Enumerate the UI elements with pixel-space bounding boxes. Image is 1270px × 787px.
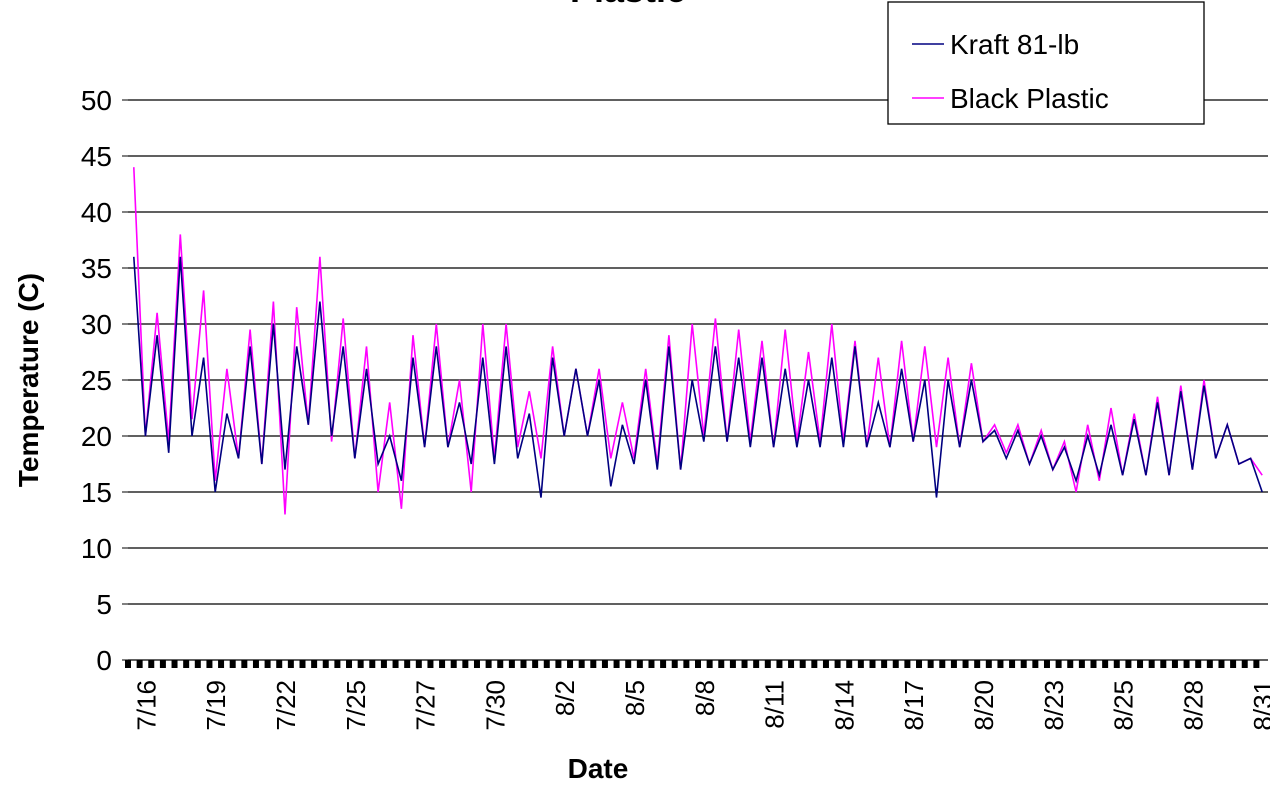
- x-axis-label: Date: [568, 753, 629, 784]
- legend-label: Kraft 81-lb: [950, 29, 1079, 60]
- y-tick-label: 10: [81, 533, 112, 564]
- y-tick-label: 0: [96, 645, 112, 676]
- y-tick-label: 30: [81, 309, 112, 340]
- x-tick-label: 8/11: [760, 680, 790, 729]
- x-tick-label: 8/31: [1248, 680, 1270, 731]
- y-tick-label: 15: [81, 477, 112, 508]
- x-tick-label: 8/14: [829, 680, 859, 731]
- y-tick-label: 35: [81, 253, 112, 284]
- series-line: [133, 256, 1263, 498]
- x-tick-label: 8/8: [690, 680, 720, 716]
- legend-box: [887, 1, 1205, 125]
- x-tick-label: 8/17: [899, 680, 929, 731]
- x-tick-label: 7/30: [480, 680, 510, 731]
- x-tick-label: 8/2: [550, 680, 580, 716]
- x-tick-label: 8/20: [969, 680, 999, 731]
- y-tick-label: 5: [96, 589, 112, 620]
- y-tick-label: 50: [81, 85, 112, 116]
- y-tick-label: 45: [81, 141, 112, 172]
- x-tick-label: 8/28: [1178, 680, 1208, 731]
- x-tick-label: 8/25: [1109, 680, 1139, 731]
- x-tick-label: 7/27: [411, 680, 441, 731]
- chart-title: Plastic: [570, 0, 686, 10]
- x-tick-label: 7/22: [271, 680, 301, 731]
- x-tick-label: 7/19: [201, 680, 231, 731]
- x-tick-label: 8/23: [1039, 680, 1069, 731]
- y-axis-label: Temperature (C): [13, 273, 44, 487]
- series-line: [133, 167, 1263, 515]
- x-tick-label: 7/25: [341, 680, 371, 731]
- legend-label: Black Plastic: [950, 83, 1109, 114]
- y-tick-label: 25: [81, 365, 112, 396]
- x-tick-label: 8/5: [620, 680, 650, 716]
- y-tick-label: 20: [81, 421, 112, 452]
- y-tick-label: 40: [81, 197, 112, 228]
- x-tick-label: 7/16: [131, 680, 161, 731]
